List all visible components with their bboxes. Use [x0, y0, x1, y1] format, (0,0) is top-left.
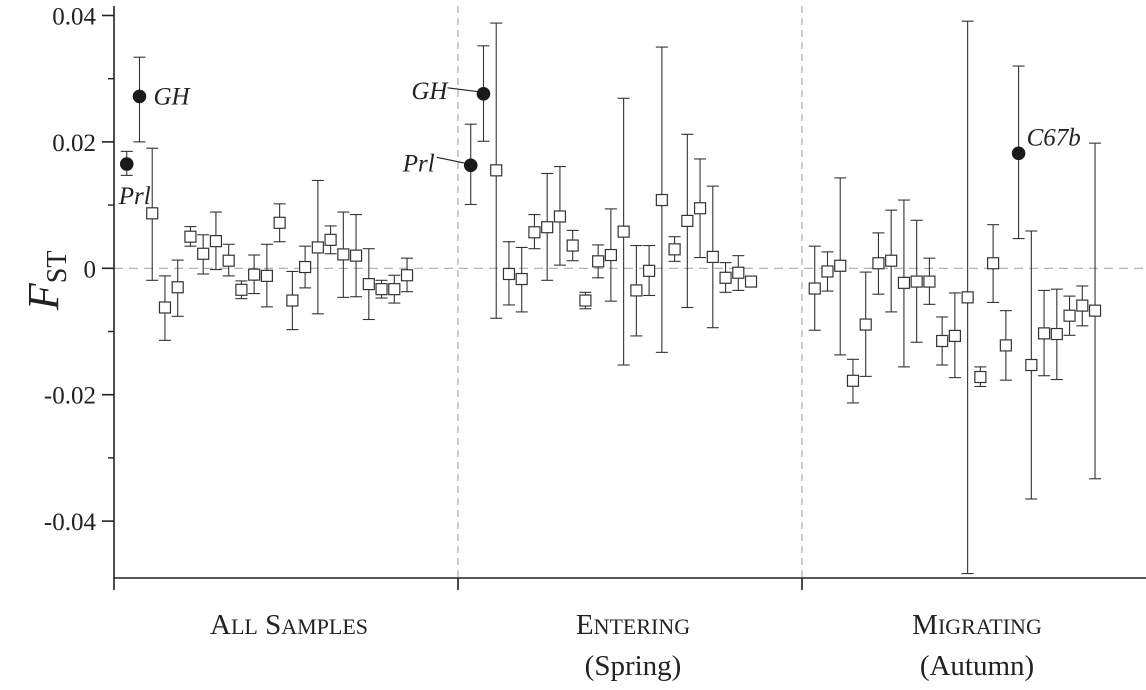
- open-square-point: [999, 339, 1012, 352]
- y-tick-label: -0.04: [44, 509, 97, 536]
- y-tick-label: -0.02: [44, 383, 96, 410]
- open-square-point: [388, 283, 401, 296]
- open-square-point: [528, 226, 541, 239]
- annotation-leader: [447, 87, 480, 93]
- y-axis-title: FST: [19, 251, 73, 312]
- point-annotation: GH: [411, 78, 449, 105]
- open-square-point: [171, 281, 184, 294]
- open-square-point: [1076, 299, 1089, 312]
- filled-point: [476, 87, 491, 101]
- filled-point: [132, 89, 147, 104]
- open-square-point: [655, 193, 668, 207]
- open-square-point: [515, 272, 528, 286]
- open-square-point: [732, 266, 745, 279]
- open-square-point: [566, 239, 579, 252]
- open-square-point: [1088, 304, 1102, 317]
- point-annotation: Prl: [118, 183, 151, 210]
- open-square-point: [872, 257, 885, 270]
- open-square-point: [273, 216, 286, 229]
- open-square-point: [579, 294, 592, 307]
- open-square-point: [617, 225, 630, 238]
- open-square-point: [197, 247, 210, 260]
- open-square-point: [859, 318, 872, 331]
- open-square-point: [910, 275, 923, 288]
- open-square-point: [846, 374, 860, 387]
- group-label: MIGRATING: [912, 609, 1042, 641]
- open-square-point: [490, 164, 503, 177]
- filled-point: [463, 158, 478, 173]
- open-square-point: [987, 257, 1000, 270]
- open-square-point: [299, 260, 312, 274]
- y-axis-title-main: F: [19, 282, 68, 311]
- axis-layer: 0.04 0.02 0 -0.02 -0.04 FST: [19, 3, 1146, 590]
- open-square-point: [362, 277, 375, 291]
- group-label: ALL SAMPLES: [210, 609, 368, 641]
- open-square-point: [235, 283, 248, 296]
- open-square-point: [744, 275, 758, 288]
- open-square-point: [209, 235, 223, 248]
- annotation-leader: [436, 156, 466, 164]
- y-tick-label: 0: [84, 256, 97, 283]
- open-square-point: [146, 207, 159, 220]
- labels-layer: ALL SAMPLES ENTERING (Spring) MIGRATING (Aut…: [118, 78, 1081, 682]
- open-square-point: [260, 269, 273, 282]
- open-square-point: [375, 283, 388, 296]
- open-square-point: [248, 268, 261, 281]
- y-tick-label: 0.04: [52, 3, 96, 30]
- open-square-point: [936, 334, 949, 348]
- open-square-point: [630, 284, 643, 297]
- filled-point: [119, 157, 134, 171]
- open-square-point: [897, 276, 911, 289]
- open-square-point: [349, 249, 363, 262]
- point-annotation: Prl: [402, 150, 435, 177]
- filled-point: [1011, 146, 1026, 161]
- open-square-point: [668, 243, 681, 256]
- group-sublabel: (Autumn): [920, 650, 1034, 682]
- open-square-point: [541, 221, 554, 234]
- open-square-point: [1063, 309, 1076, 322]
- open-square-point: [821, 265, 834, 278]
- y-axis-title-sub: ST: [42, 251, 73, 284]
- open-square-point: [961, 291, 974, 304]
- y-tick-label: 0.02: [52, 130, 96, 157]
- open-square-point: [1025, 358, 1038, 372]
- open-square-point: [592, 255, 605, 268]
- open-square-point: [400, 269, 414, 282]
- open-square-point: [502, 267, 516, 281]
- point-annotation: C67b: [1027, 124, 1081, 151]
- open-square-point: [681, 214, 694, 227]
- open-square-point: [324, 233, 337, 246]
- open-square-point: [693, 202, 707, 215]
- open-square-point: [337, 248, 350, 261]
- open-square-point: [286, 294, 299, 307]
- grid-layer: [114, 6, 1146, 578]
- group-sublabel: (Spring): [585, 650, 682, 682]
- points-layer: [119, 87, 1102, 387]
- open-square-point: [184, 230, 197, 243]
- open-square-point: [1050, 327, 1063, 341]
- open-square-point: [706, 250, 719, 264]
- group-label: ENTERING: [576, 609, 690, 641]
- open-square-point: [553, 210, 567, 223]
- open-square-point: [222, 254, 235, 267]
- open-square-point: [719, 271, 732, 284]
- open-square-point: [604, 248, 617, 262]
- open-square-point: [158, 301, 172, 314]
- open-square-point: [948, 329, 961, 343]
- open-square-point: [923, 275, 936, 288]
- point-annotation: GH: [153, 83, 191, 110]
- open-square-point: [808, 282, 821, 295]
- open-square-point: [311, 241, 324, 254]
- open-square-point: [885, 254, 898, 267]
- open-square-point: [1037, 327, 1051, 340]
- open-square-point: [974, 370, 987, 384]
- error-bars-layer: [120, 20, 1102, 575]
- open-square-point: [643, 264, 656, 277]
- open-square-point: [834, 259, 847, 272]
